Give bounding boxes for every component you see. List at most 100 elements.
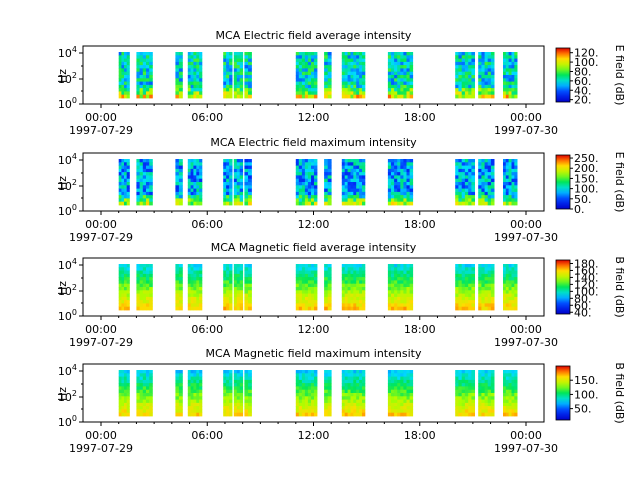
spectrogram-cell [190,293,194,298]
spectrogram-cell [146,290,150,294]
spectrogram-cell [314,409,318,414]
x-tick-date-label: 1997-07-30 [494,442,558,455]
spectrogram-cell [190,280,194,285]
spectrogram-cell [391,159,395,163]
spectrogram-cell [471,409,475,414]
spectrogram-cell [239,88,244,92]
spectrogram-cell [487,370,492,374]
spectrogram-cell [311,178,315,183]
spectrogram-cell [124,402,128,407]
spectrogram-cell [344,273,348,278]
spectrogram-cell [471,185,475,189]
spectrogram-cell [478,172,482,176]
spectrogram-cell [484,81,489,86]
spectrogram-cell [126,267,130,271]
spectrogram-cell [394,277,398,281]
spectrogram-cell [503,280,507,285]
spectrogram-cell [146,84,150,89]
spectrogram-cell [508,406,512,410]
spectrogram-cell [193,78,197,82]
spectrogram-cell [490,175,495,180]
spectrogram-cell [304,94,309,99]
spectrogram-cell [295,58,300,63]
spectrogram-cell [136,277,140,281]
spectrogram-cell [511,389,515,394]
spectrogram-cell [324,91,328,96]
spectrogram-cell [514,399,518,404]
spectrogram-cell [503,165,507,170]
spectrogram-cell [142,270,147,275]
spectrogram-cell [458,264,462,268]
spectrogram-cell [503,91,507,96]
spectrogram-cell [481,178,485,183]
spectrogram-cell [121,267,125,271]
spectrogram-cell [508,267,512,271]
spectrogram-cell [244,162,249,166]
spectrogram-cell [136,91,140,96]
spectrogram-cell [487,165,492,170]
spectrogram-cell [471,270,475,275]
spectrogram-cell [397,264,401,268]
spectrogram-cell [233,175,238,180]
spectrogram-cell [406,71,410,76]
spectrogram-cell [359,370,363,374]
spectrogram-cell [394,283,398,288]
spectrogram-cell [344,94,348,99]
spectrogram-cell [126,165,130,170]
spectrogram-cell [400,201,404,206]
spectrogram-cell [481,91,485,96]
spectrogram-cell [196,287,200,291]
spectrogram-cell [236,393,241,397]
spectrogram-cell [409,198,414,203]
spectrogram-cell [458,52,462,56]
spectrogram-cell [350,273,354,278]
spectrogram-cell [248,201,252,206]
spectrogram-cell [455,296,459,301]
spectrogram-cell [126,283,130,288]
spectrogram-cell [394,185,398,189]
spectrogram-cell [403,81,407,86]
spectrogram-cell [514,185,518,189]
spectrogram-cell [175,88,180,92]
spectrogram-cell [487,175,492,180]
spectrogram-cell [397,303,401,308]
spectrogram-cell [468,373,472,377]
spectrogram-cell [353,91,357,96]
spectrogram-cell [244,296,249,301]
spectrogram-cell [244,65,249,69]
spectrogram-cell [503,65,507,69]
spectrogram-cell [178,303,183,308]
spectrogram-cell [344,182,348,186]
spectrogram-cell [196,283,200,288]
spectrogram-cell [403,162,407,166]
spectrogram-cell [353,412,357,417]
spectrogram-cell [199,396,203,400]
spectrogram-cell [359,393,363,397]
spectrogram-cell [314,71,318,76]
spectrogram-cell [350,55,354,59]
spectrogram-cell [464,162,469,166]
spectrogram-cell [229,370,233,374]
spectrogram-cell [511,379,515,384]
spectrogram-cell [121,264,125,268]
spectrogram-cell [175,159,180,163]
spectrogram-cell [455,68,459,73]
spectrogram-cell [121,78,125,82]
spectrogram-cell [490,264,495,268]
spectrogram-cell [229,300,233,304]
spectrogram-cell [311,81,315,86]
spectrogram-cell [324,280,328,285]
spectrogram-cell [394,373,398,377]
spectrogram-cell [327,270,332,275]
spectrogram-cell [178,65,183,69]
spectrogram-cell [139,296,144,301]
spectrogram-cell [136,386,140,391]
spectrogram-cell [347,75,351,79]
spectrogram-cell [511,172,515,176]
spectrogram-cell [196,68,200,73]
spectrogram-cell [397,172,401,176]
spectrogram-cell [487,188,492,193]
spectrogram-cell [487,412,492,417]
spectrogram-cell [400,195,404,199]
spectrogram-cell [248,300,252,304]
